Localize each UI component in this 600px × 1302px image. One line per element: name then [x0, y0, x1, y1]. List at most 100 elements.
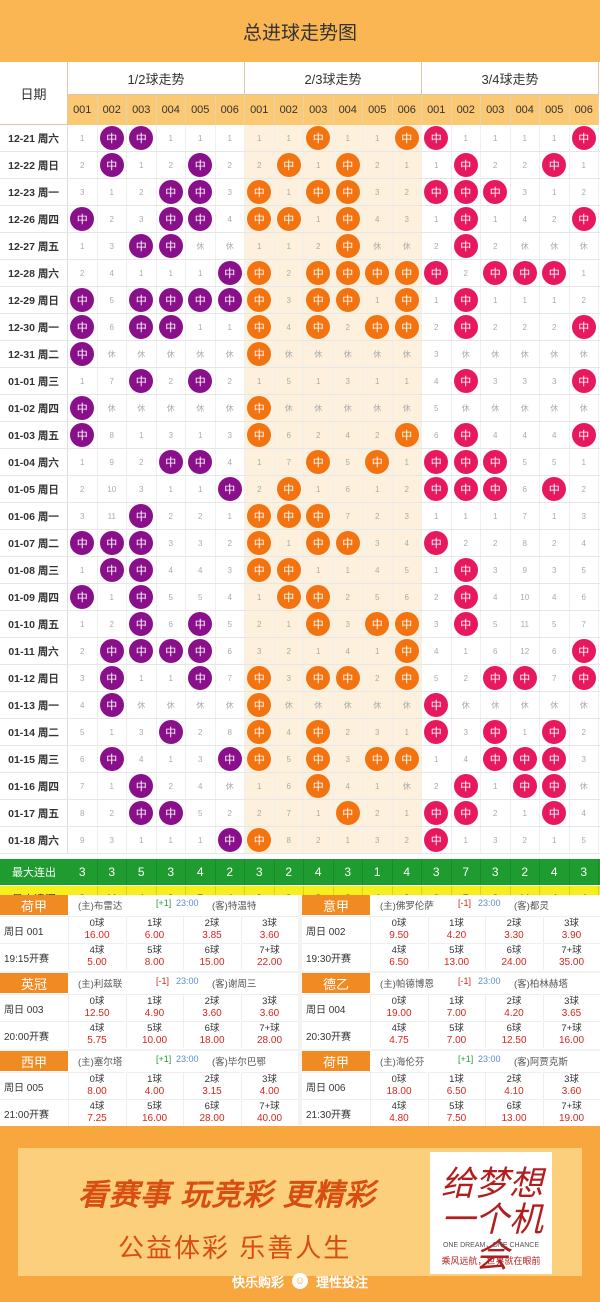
odds-cell[interactable]: 3球 3.90 — [542, 916, 600, 943]
odds-cell[interactable]: 6球 28.00 — [183, 1099, 240, 1126]
trend-cell: 中 — [392, 287, 422, 313]
odds-cell[interactable]: 2球 4.10 — [485, 1072, 542, 1099]
trend-cell: 休 — [186, 395, 216, 421]
hit-ball: 中 — [99, 747, 124, 771]
odds-label: 7+球 — [561, 945, 582, 956]
odds-cell[interactable]: 3球 4.00 — [240, 1072, 298, 1099]
odds-cell[interactable]: 5球 13.00 — [427, 943, 485, 970]
hit-ball: 中 — [99, 153, 124, 177]
odds-cell[interactable]: 4球 4.75 — [370, 1021, 427, 1048]
row-date: 01-12 周日 — [0, 665, 68, 691]
odds-cell[interactable]: 3球 3.60 — [240, 916, 298, 943]
odds-cell[interactable]: 7+球 19.00 — [542, 1099, 600, 1126]
trend-cell: 中 — [186, 206, 216, 232]
table-row: 01-09 周四中 1 中 5 5 4 1 中中 2 5 6 2 中 4 10 4 6 — [0, 584, 600, 611]
odds-cell[interactable]: 0球 12.50 — [68, 994, 125, 1021]
odds-cell[interactable]: 5球 7.00 — [427, 1021, 485, 1048]
match-card[interactable]: 英冠 (主)利兹联 [-1] 23:00 (客)谢周三 周日 003 20:00开赛 0球 12… — [0, 973, 298, 1049]
odds-cell[interactable]: 0球 19.00 — [370, 994, 427, 1021]
row-date: 01-13 周一 — [0, 692, 68, 718]
trend-cell: 1 — [363, 476, 393, 502]
trend-cell: 中 — [186, 152, 216, 178]
trend-cell: 中 — [98, 665, 127, 691]
odds-cell[interactable]: 4球 5.00 — [68, 943, 125, 970]
trend-cell: 10 — [511, 584, 540, 610]
odds-cell[interactable]: 3球 3.65 — [542, 994, 600, 1021]
odds-cell[interactable]: 5球 16.00 — [125, 1099, 183, 1126]
trend-cell: 中 — [422, 692, 452, 718]
table-row: 01-04 周六 1 9 2 中中 4 1 7 中 5 中 1 中中中 5 5 1 — [0, 449, 600, 476]
odds-cell[interactable]: 6球 24.00 — [485, 943, 542, 970]
odds-cell[interactable]: 6球 13.00 — [485, 1099, 542, 1126]
odds-cell[interactable]: 2球 3.60 — [183, 994, 240, 1021]
match-card[interactable]: 西甲 (主)塞尔塔 [+1] 23:00 (客)毕尔巴鄂 周日 005 21:00开赛 0球 8… — [0, 1051, 298, 1127]
odds-cell[interactable]: 2球 3.85 — [183, 916, 240, 943]
trend-cell: 1 — [392, 152, 422, 178]
odds-cell[interactable]: 7+球 16.00 — [542, 1021, 600, 1048]
odds-cell[interactable]: 1球 4.20 — [427, 916, 485, 943]
trend-cell: 2 — [392, 827, 422, 853]
odds-cell[interactable]: 0球 18.00 — [370, 1072, 427, 1099]
odds-cell[interactable]: 7+球 35.00 — [542, 943, 600, 970]
odds-cell[interactable]: 3球 3.60 — [542, 1072, 600, 1099]
row-date: 12-31 周二 — [0, 341, 68, 367]
match-start: 19:30开赛 — [302, 943, 370, 970]
match-card[interactable]: 意甲 (主)佛罗伦萨 [-1] 23:00 (客)都灵 周日 002 19:30开赛 0球 9.… — [302, 895, 600, 971]
odds-value: 12.50 — [84, 1008, 110, 1019]
odds-cell[interactable]: 1球 6.00 — [125, 916, 183, 943]
stats-value: 3 — [570, 859, 599, 885]
match-card[interactable]: 荷甲 (主)布雷达 [+1] 23:00 (客)特温特 周日 001 19:15开赛 0球 16… — [0, 895, 298, 971]
row-date: 01-14 周二 — [0, 719, 68, 745]
odds-cell[interactable]: 7+球 28.00 — [240, 1021, 298, 1048]
trend-cell: 休 — [157, 395, 186, 421]
match-card[interactable]: 荷甲 (主)海伦芬 [+1] 23:00 (客)阿贾克斯 周日 006 21:30开赛 0球 1… — [302, 1051, 600, 1127]
odds-cell[interactable]: 4球 5.75 — [68, 1021, 125, 1048]
odds-cell[interactable]: 5球 8.00 — [125, 943, 183, 970]
odds-cell[interactable]: 1球 6.50 — [427, 1072, 485, 1099]
odds-cell[interactable]: 6球 15.00 — [183, 943, 240, 970]
hit-ball: 中 — [70, 531, 95, 555]
odds-label: 7+球 — [259, 1101, 280, 1112]
odds-cell[interactable]: 4球 4.80 — [370, 1099, 427, 1126]
trend-cell: 2 — [68, 476, 98, 502]
odds-cell[interactable]: 0球 9.50 — [370, 916, 427, 943]
odds-cell[interactable]: 7+球 40.00 — [240, 1099, 298, 1126]
stats-value: 2 — [216, 859, 245, 885]
trend-cell: 2 — [363, 503, 393, 529]
trend-cell: 4 — [481, 422, 511, 448]
odds-value: 16.00 — [141, 1113, 168, 1124]
odds-cell[interactable]: 2球 3.30 — [485, 916, 542, 943]
trend-cell: 中 — [452, 152, 481, 178]
trend-cell: 2 — [481, 314, 511, 340]
odds-cell[interactable]: 2球 3.15 — [183, 1072, 240, 1099]
hit-ball: 中 — [453, 801, 478, 825]
odds-cell[interactable]: 0球 16.00 — [68, 916, 125, 943]
away-team: (客)都灵 — [514, 901, 549, 912]
odds-value: 22.00 — [256, 957, 283, 968]
odds-cell[interactable]: 5球 10.00 — [125, 1021, 183, 1048]
trend-cell: 2 — [570, 287, 599, 313]
trend-cell: 3 — [186, 746, 216, 772]
odds-cell[interactable]: 5球 7.50 — [427, 1099, 485, 1126]
trend-cell: 1 — [392, 449, 422, 475]
trend-cell: 休 — [511, 395, 540, 421]
match-card[interactable]: 德乙 (主)帕德博恩 [-1] 23:00 (客)柏林赫塔 周日 004 20:30开赛 0球… — [302, 973, 600, 1049]
odds-cell[interactable]: 3球 3.60 — [240, 994, 298, 1021]
table-row: 01-06 周一 3 11 中 2 2 1 中中中 7 2 3 1 1 1 7 1 3 — [0, 503, 600, 530]
odds-value: 4.90 — [144, 1008, 165, 1019]
odds-cell[interactable]: 1球 4.00 — [125, 1072, 183, 1099]
trend-cell: 1 — [274, 611, 304, 637]
odds-cell[interactable]: 1球 7.00 — [427, 994, 485, 1021]
odds-cell[interactable]: 6球 18.00 — [183, 1021, 240, 1048]
row-date: 01-05 周日 — [0, 476, 68, 502]
table-row: 01-07 周二中中中 3 3 2 中 1 中中 3 4 中 2 2 8 2 4 — [0, 530, 600, 557]
odds-cell[interactable]: 4球 6.50 — [370, 943, 427, 970]
odds-cell[interactable]: 6球 12.50 — [485, 1021, 542, 1048]
odds-cell[interactable]: 2球 4.20 — [485, 994, 542, 1021]
odds-cell[interactable]: 4球 7.25 — [68, 1099, 125, 1126]
odds-cell[interactable]: 7+球 22.00 — [240, 943, 298, 970]
odds-cell[interactable]: 0球 8.00 — [68, 1072, 125, 1099]
trend-cell: 2 — [540, 530, 570, 556]
hit-ball: 中 — [99, 531, 124, 555]
odds-cell[interactable]: 1球 4.90 — [125, 994, 183, 1021]
